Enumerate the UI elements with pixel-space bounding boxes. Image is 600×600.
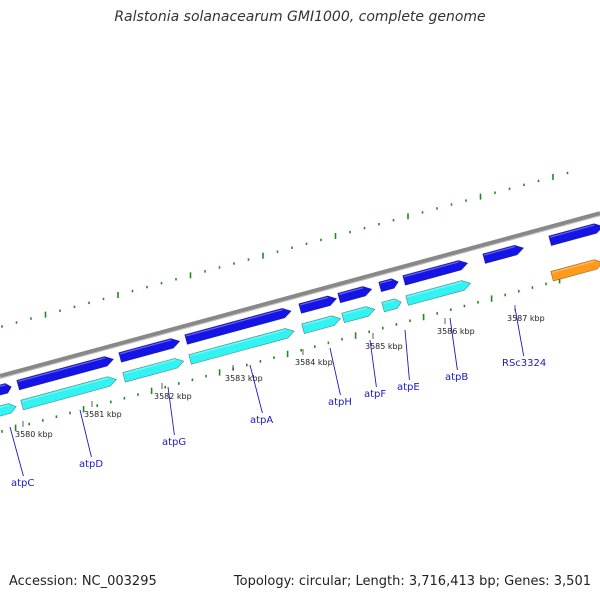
cds-arrow bbox=[482, 244, 525, 264]
gene-label: atpB bbox=[445, 372, 468, 383]
gene-labels: atpC atpD atpG atpA atpH atpF atpE atpB RSc3324 bbox=[9, 307, 546, 489]
gene-leader-line bbox=[167, 386, 175, 436]
gene-leader-line bbox=[369, 339, 377, 388]
gene-label: atpA bbox=[250, 415, 273, 426]
gene-arrow bbox=[381, 298, 402, 313]
scale-tick-label: 3582 kbp bbox=[154, 392, 192, 401]
gene-leader-line bbox=[79, 409, 92, 458]
scale-tick-label: 3585 kbp bbox=[365, 342, 403, 351]
cds-arrow bbox=[337, 286, 373, 304]
backbone-line bbox=[0, 211, 600, 378]
gene-label: atpF bbox=[364, 389, 386, 400]
inner-tick-ring bbox=[1, 276, 561, 433]
map-title: Ralstonia solanacearum GMI1000, complete… bbox=[114, 9, 486, 25]
scale-tick-label: 3583 kbp bbox=[225, 374, 263, 383]
gene-leader-line bbox=[449, 317, 458, 371]
gene-leader-line bbox=[249, 364, 263, 414]
scale-tick-label: 3584 kbp bbox=[295, 358, 333, 367]
cds-arrow bbox=[378, 278, 399, 293]
cds-arrow bbox=[16, 356, 115, 391]
misc-feature-arrow bbox=[550, 259, 600, 282]
scale-tick-label: 3587 kbp bbox=[507, 314, 545, 323]
gene-arrow bbox=[122, 358, 185, 383]
gene-arrow bbox=[0, 403, 17, 418]
outer-tick-ring bbox=[1, 171, 569, 328]
scale-tick-label: 3586 kbp bbox=[437, 327, 475, 336]
gene-leader-line bbox=[514, 307, 525, 357]
gene-leader-line bbox=[9, 426, 24, 477]
gene-track bbox=[0, 259, 600, 418]
cds-arrow bbox=[0, 383, 12, 397]
scale-tick-label: 3581 kbp bbox=[84, 410, 122, 419]
backbone-layer bbox=[0, 211, 600, 379]
backbone-highlight bbox=[0, 215, 600, 379]
cds-arrow bbox=[184, 307, 292, 345]
genome-summary-text: Topology: circular; Length: 3,716,413 bp… bbox=[233, 574, 591, 589]
cds-arrow bbox=[402, 260, 469, 286]
scale-labels: 3580 kbp 3581 kbp 3582 kbp 3583 kbp 3584 kbp… bbox=[15, 305, 545, 439]
gene-arrow bbox=[341, 306, 376, 324]
gene-label: atpG bbox=[162, 437, 186, 448]
gene-label: atpH bbox=[328, 397, 352, 408]
cds-arrow bbox=[118, 338, 181, 363]
gene-label: RSc3324 bbox=[502, 358, 546, 369]
gene-label: atpE bbox=[397, 382, 420, 393]
gene-label: atpC bbox=[11, 478, 34, 489]
gene-arrow bbox=[20, 376, 118, 411]
cds-arrow bbox=[298, 295, 338, 314]
gene-leader-line bbox=[329, 347, 341, 396]
gene-arrow bbox=[188, 328, 295, 365]
gene-leader-line bbox=[404, 329, 410, 381]
cds-track bbox=[0, 223, 600, 397]
gene-label: atpD bbox=[79, 459, 103, 470]
gene-arrow bbox=[405, 280, 472, 306]
scale-tick-label: 3580 kbp bbox=[15, 430, 53, 439]
accession-text: Accession: NC_003295 bbox=[9, 574, 157, 589]
gene-arrow bbox=[301, 315, 342, 334]
